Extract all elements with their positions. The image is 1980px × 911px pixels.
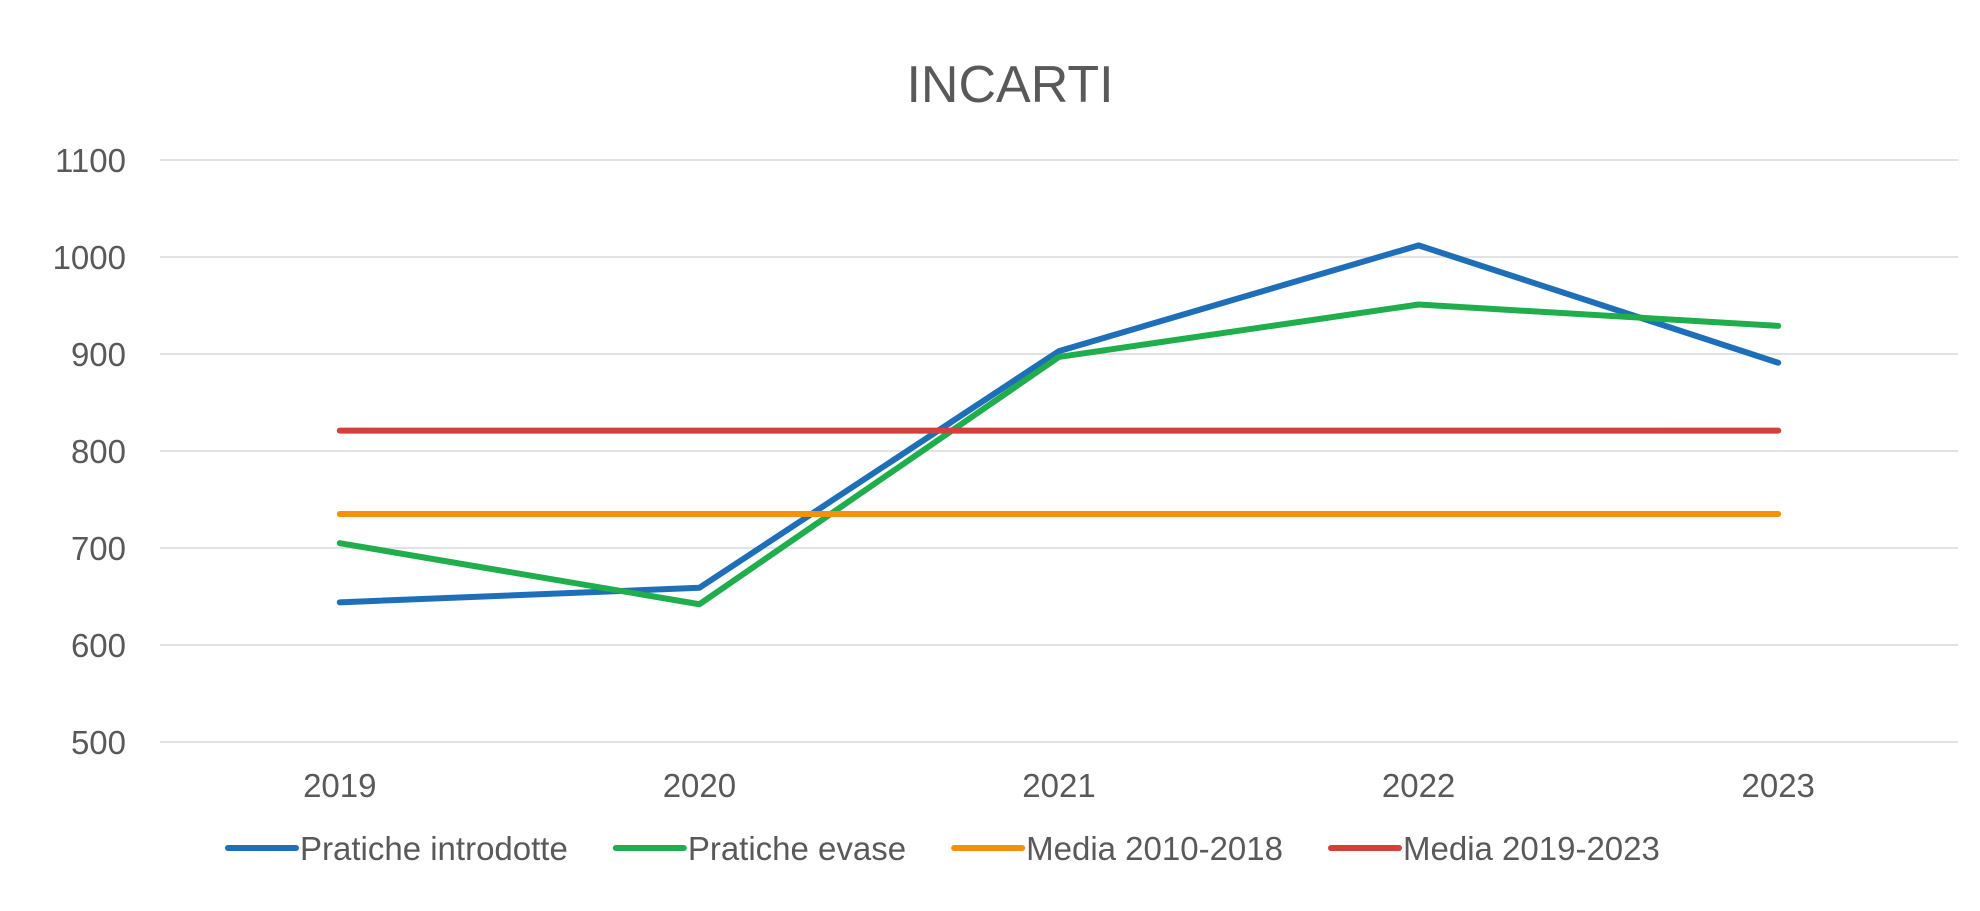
legend-item: Pratiche evase <box>612 830 906 867</box>
legend-label: Pratiche introdotte <box>300 830 568 867</box>
legend-item: Media 2019-2023 <box>1328 830 1660 867</box>
series-lines <box>336 242 1782 608</box>
chart-title: INCARTI <box>906 56 1113 114</box>
series-line-1 <box>336 242 1782 606</box>
x-tick-label: 2019 <box>303 767 376 804</box>
series-line-2 <box>336 301 1782 608</box>
y-tick-label: 700 <box>71 530 126 567</box>
gridlines <box>160 159 1958 743</box>
y-tick-label: 800 <box>71 433 126 470</box>
y-tick-label: 500 <box>71 724 126 761</box>
y-tick-label: 1100 <box>55 142 126 179</box>
x-axis-ticks: 2019 2020 2021 2022 2023 <box>303 767 1815 804</box>
legend-item: Media 2010-2018 <box>951 830 1283 867</box>
x-tick-label: 2022 <box>1382 767 1455 804</box>
x-tick-label: 2020 <box>663 767 736 804</box>
legend-label: Pratiche evase <box>688 830 906 867</box>
x-tick-label: 2021 <box>1022 767 1095 804</box>
y-tick-label: 900 <box>71 336 126 373</box>
x-tick-label: 2023 <box>1741 767 1814 804</box>
legend: Pratiche introdotte Pratiche evase Media 2… <box>225 830 1660 867</box>
y-tick-label: 600 <box>71 627 126 664</box>
legend-label: Media 2019-2023 <box>1403 830 1660 867</box>
y-tick-label: 1000 <box>53 239 126 276</box>
legend-item: Pratiche introdotte <box>225 830 568 867</box>
legend-label: Media 2010-2018 <box>1026 830 1283 867</box>
y-axis-ticks: 500 600 700 800 900 1000 1100 <box>53 142 126 761</box>
